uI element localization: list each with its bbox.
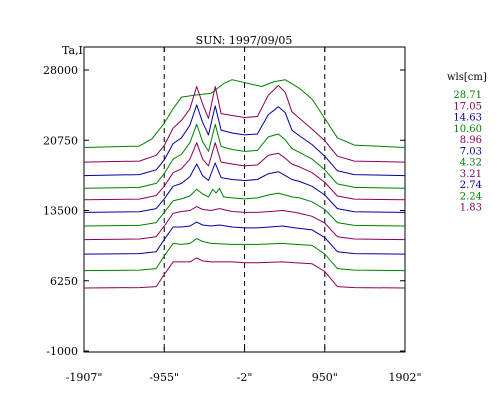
legend-entry: 3.21: [460, 169, 482, 180]
series-line: [83, 206, 406, 241]
series-line: [83, 187, 406, 227]
legend-entry: 14.63: [453, 113, 482, 124]
legend-entry: 2.74: [460, 180, 482, 191]
legend-entry: 8.96: [460, 135, 482, 146]
series-line: [83, 142, 406, 201]
series-line: [83, 221, 406, 255]
series-line: [83, 238, 406, 272]
x-tick-label: 950": [312, 371, 338, 384]
x-tick-label: -955": [149, 371, 179, 384]
legend-entry: 10.60: [453, 124, 482, 135]
legend-entry: 17.05: [453, 101, 482, 112]
legend-entry: 2.24: [460, 191, 482, 202]
series-lines: [83, 79, 406, 289]
y-tick-label: 28000: [43, 64, 78, 77]
x-axis-ticks: -1907" -955" -2" 950" 1902": [66, 47, 422, 384]
series-line: [83, 162, 406, 213]
chart-title: SUN: 1997/09/05: [196, 34, 293, 47]
legend-entry: 4.32: [460, 158, 482, 169]
y-tick-label: 13500: [43, 205, 78, 218]
series-line: [83, 123, 406, 189]
reference-lines: [163, 47, 326, 352]
y-axis-label: Ta,I: [62, 44, 83, 57]
series-line: [83, 85, 406, 163]
y-tick-label: 20750: [43, 134, 78, 147]
y-tick-label: 6250: [50, 275, 78, 288]
x-tick-label: -1907": [66, 371, 103, 384]
y-axis-ticks: 28000 20750 13500 6250 -1000: [43, 64, 405, 358]
legend: 28.7117.0514.6310.608.967.034.323.212.74…: [453, 90, 482, 214]
legend-entry: 28.71: [453, 90, 482, 101]
legend-title: wls[cm]: [447, 72, 487, 83]
series-line: [83, 79, 406, 148]
x-tick-label: 1902": [388, 371, 421, 384]
series-line: [83, 104, 406, 177]
series-line: [83, 257, 406, 289]
x-tick-label: -2": [237, 371, 253, 384]
legend-entry: 1.83: [460, 203, 482, 214]
legend-entry: 7.03: [460, 146, 482, 157]
y-tick-label: -1000: [46, 345, 78, 358]
